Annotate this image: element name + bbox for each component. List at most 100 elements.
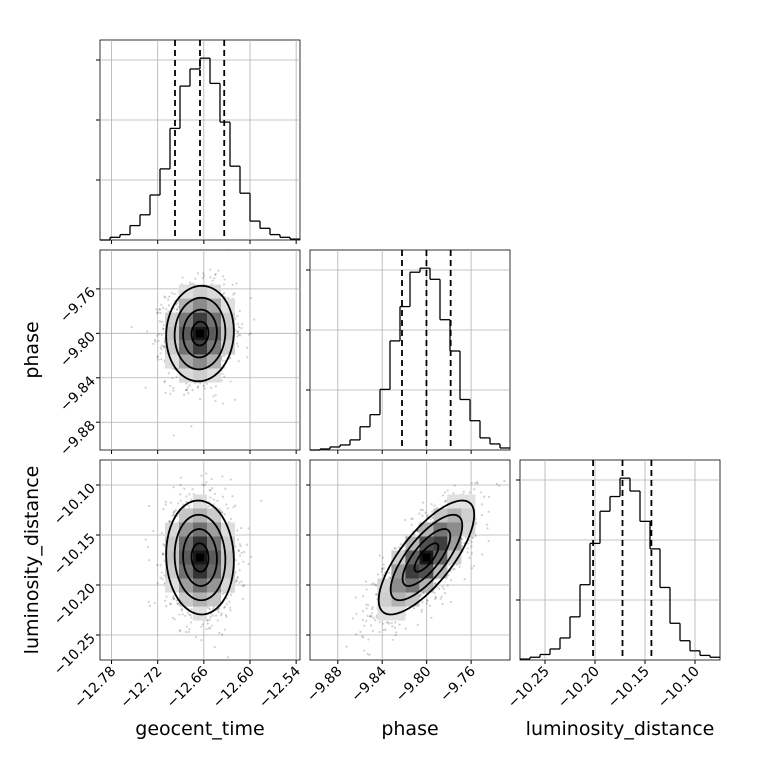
scatter-geocent-time-vs-luminosity-distance-point-231 [223,628,226,631]
scatter-geocent-time-vs-phase-point-248 [162,306,165,309]
scatter-phase-vs-luminosity-distance-point-17 [369,624,373,627]
scatter-geocent-time-vs-luminosity-distance-point-312 [180,609,184,612]
scatter-geocent-time-vs-phase-point-973 [154,340,157,343]
scatter-geocent-time-vs-luminosity-distance-point-1082 [164,503,167,506]
scatter-phase-vs-luminosity-distance-point-875 [371,606,374,609]
scatter-phase-vs-luminosity-distance-point-1313 [420,608,423,612]
scatter-geocent-time-vs-luminosity-distance-contour-1 [182,528,218,587]
scatter-geocent-time-vs-luminosity-distance-point-149 [242,560,245,563]
scatter-geocent-time-vs-luminosity-distance-contour-0 [190,542,210,573]
scatter-geocent-time-vs-phase-density-cell [179,354,193,369]
scatter-geocent-time-vs-phase-point-964 [237,333,241,336]
scatter-geocent-time-vs-luminosity-distance-point-670 [218,631,221,635]
scatter-geocent-time-vs-phase-point-1439 [175,375,178,379]
scatter-geocent-time-vs-phase-ytick-label-2: −9.80 [57,329,99,371]
scatter-geocent-time-vs-phase-point-771 [181,276,184,279]
scatter-phase-vs-luminosity-distance-point-762 [461,538,464,541]
scatter-geocent-time-vs-luminosity-distance-point-30 [247,562,250,566]
scatter-geocent-time-vs-phase-ytick-label-1: −9.84 [57,373,99,415]
scatter-geocent-time-vs-luminosity-distance-density-cell [207,578,221,593]
scatter-phase-vs-luminosity-distance-point-983 [443,500,447,503]
scatter-geocent-time-vs-luminosity-distance-point-739 [242,584,246,587]
scatter-geocent-time-vs-luminosity-distance-point-315 [201,623,204,626]
scatter-phase-vs-luminosity-distance-point-1200 [434,595,437,598]
scatter-geocent-time-vs-luminosity-distance-ytick-label-1: −10.20 [51,581,99,629]
scatter-phase-vs-luminosity-distance-xtick-label-3: −9.76 [437,663,479,705]
scatter-phase-vs-luminosity-distance-point-138 [365,607,368,610]
scatter-geocent-time-vs-luminosity-distance-point-212 [148,559,151,562]
scatter-phase-vs-luminosity-distance-point-1026 [467,542,470,545]
scatter-geocent-time-vs-phase-point-892 [221,359,224,362]
scatter-phase-vs-luminosity-distance-peak [422,553,431,562]
scatter-geocent-time-vs-luminosity-distance-point-1407 [190,608,193,611]
scatter-geocent-time-vs-luminosity-distance-point-1393 [226,656,230,659]
scatter-geocent-time-vs-phase-point-437 [183,393,186,396]
scatter-geocent-time-vs-luminosity-distance-density-cell [179,578,193,593]
scatter-geocent-time-vs-luminosity-distance-point-642 [153,601,156,605]
scatter-phase-vs-luminosity-distance-point-717 [385,621,388,624]
scatter-geocent-time-vs-phase-point-382 [214,399,217,403]
scatter-geocent-time-vs-phase-point-1303 [169,392,172,395]
scatter-geocent-time-vs-luminosity-distance-point-708 [214,614,218,617]
scatter-phase-vs-luminosity-distance-point-555 [424,511,427,514]
scatter-geocent-time-vs-luminosity-distance-point-1053 [209,616,212,619]
scatter-geocent-time-vs-luminosity-distance-point-669 [224,613,228,617]
scatter-geocent-time-vs-luminosity-distance-point-1375 [156,582,159,585]
scatter-geocent-time-vs-luminosity-distance-point-1487 [205,472,208,475]
scatter-geocent-time-vs-luminosity-distance-point-945 [205,627,208,631]
scatter-phase-vs-luminosity-distance-point-1190 [470,545,473,548]
scatter-geocent-time-vs-luminosity-distance-point-805 [144,538,147,541]
scatter-geocent-time-vs-phase-point-1360 [227,296,230,300]
scatter-geocent-time-vs-phase-point-762 [159,346,162,349]
scatter-geocent-time-vs-luminosity-distance-point-1325 [185,630,188,634]
scatter-geocent-time-vs-luminosity-distance-point-920 [229,609,232,612]
scatter-phase-vs-luminosity-distance-point-904 [370,614,373,617]
scatter-phase-vs-luminosity-distance-density-cell [391,550,406,565]
scatter-geocent-time-vs-luminosity-distance-point-246 [173,510,176,513]
scatter-geocent-time-vs-luminosity-distance-point-536 [173,598,176,601]
scatter-geocent-time-vs-phase-point-1211 [196,386,199,389]
scatter-geocent-time-vs-luminosity-distance-point-1434 [211,487,214,490]
scatter-phase-vs-luminosity-distance-point-870 [419,595,422,598]
scatter-geocent-time-vs-phase-point-53 [176,302,179,305]
scatter-geocent-time-vs-luminosity-distance-point-189 [235,579,238,582]
scatter-phase-vs-luminosity-distance-xtick-label-1: −9.84 [348,663,390,705]
scatter-geocent-time-vs-luminosity-distance-point-425 [179,476,182,479]
scatter-phase-vs-luminosity-distance-point-676 [390,621,393,625]
hist-luminosity-distance-xtick-label-3: −10.10 [655,664,703,712]
scatter-geocent-time-vs-phase-point-743 [169,384,172,388]
scatter-geocent-time-vs-luminosity-distance-density-cell [207,522,221,537]
scatter-geocent-time-vs-phase-point-42 [176,308,179,311]
scatter-geocent-time-vs-phase-density-cell [193,354,207,369]
scatter-geocent-time-vs-luminosity-distance-point-580 [169,602,172,606]
scatter-geocent-time-vs-luminosity-distance-point-1122 [211,614,214,617]
scatter-phase-vs-luminosity-distance-point-694 [420,610,423,614]
scatter-phase-vs-luminosity-distance-point-1224 [361,618,364,622]
scatter-geocent-time-vs-luminosity-distance-point-655 [208,608,211,611]
scatter-geocent-time-vs-phase-point-568 [221,372,224,376]
scatter-phase-vs-luminosity-distance-point-300 [441,585,444,588]
scatter-phase-vs-luminosity-distance-point-132 [446,489,449,492]
scatter-geocent-time-vs-phase-point-781 [213,277,216,280]
scatter-phase-vs-luminosity-distance-density-cell [433,508,448,523]
scatter-geocent-time-vs-luminosity-distance-point-419 [243,550,246,553]
scatter-geocent-time-vs-luminosity-distance-xtick-label-2: −12.66 [164,663,212,711]
scatter-phase-vs-luminosity-distance-point-303 [450,579,453,582]
scatter-geocent-time-vs-phase-point-980 [152,342,155,345]
scatter-geocent-time-vs-luminosity-distance-point-488 [200,639,203,642]
scatter-phase-vs-luminosity-distance-point-1369 [371,630,374,633]
scatter-phase-vs-luminosity-distance-point-357 [375,593,378,596]
scatter-geocent-time-vs-phase-point-813 [177,305,180,308]
scatter-geocent-time-vs-phase-point-622 [202,384,205,387]
scatter-geocent-time-vs-luminosity-distance-point-1480 [169,501,172,504]
scatter-geocent-time-vs-phase-point-599 [249,332,252,335]
scatter-geocent-time-vs-luminosity-distance-point-433 [247,527,250,530]
scatter-geocent-time-vs-phase-point-460 [192,282,195,285]
scatter-geocent-time-vs-phase-density-cell [193,284,207,299]
scatter-geocent-time-vs-luminosity-distance-density-cell [207,564,221,579]
scatter-geocent-time-vs-phase-point-828 [155,312,158,315]
scatter-geocent-time-vs-phase-point-956 [236,335,239,338]
scatter-geocent-time-vs-phase-ytick-label-0: −9.88 [57,418,99,460]
scatter-geocent-time-vs-phase-point-1380 [161,320,164,323]
scatter-phase-vs-luminosity-distance-point-464 [441,602,444,606]
